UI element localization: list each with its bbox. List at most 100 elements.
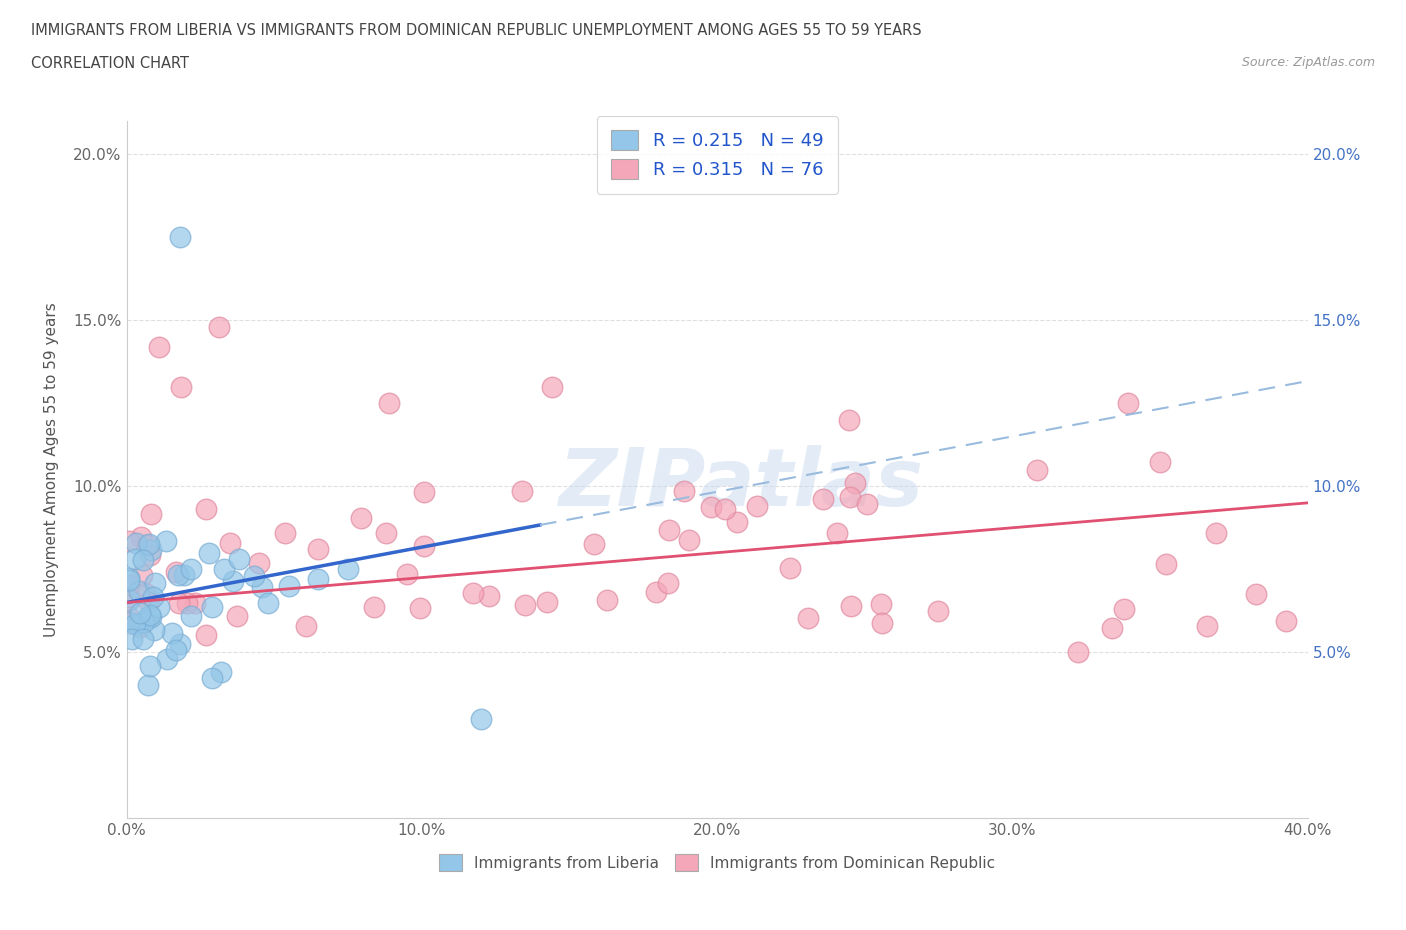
Point — [1112, 602, 1135, 617]
Point — [118, 534, 141, 549]
Legend: Immigrants from Liberia, Immigrants from Dominican Republic: Immigrants from Liberia, Immigrants from… — [433, 848, 1001, 877]
Point — [129, 529, 152, 544]
Text: IMMIGRANTS FROM LIBERIA VS IMMIGRANTS FROM DOMINICAN REPUBLIC UNEMPLOYMENT AMONG: IMMIGRANTS FROM LIBERIA VS IMMIGRANTS FR… — [31, 23, 921, 38]
Point — [132, 615, 155, 630]
Point — [378, 396, 401, 411]
Point — [295, 618, 318, 633]
Point — [700, 499, 723, 514]
Point — [657, 576, 679, 591]
Point — [166, 565, 188, 579]
Point — [142, 590, 165, 604]
Point — [139, 607, 162, 622]
Point — [148, 339, 170, 354]
Point — [165, 643, 187, 658]
Point — [672, 484, 695, 498]
Point — [1275, 614, 1298, 629]
Text: CORRELATION CHART: CORRELATION CHART — [31, 56, 188, 71]
Point — [658, 523, 681, 538]
Y-axis label: Unemployment Among Ages 55 to 59 years: Unemployment Among Ages 55 to 59 years — [45, 302, 59, 637]
Point — [337, 562, 360, 577]
Point — [118, 591, 141, 606]
Point — [257, 595, 280, 610]
Point — [124, 551, 146, 566]
Point — [395, 566, 418, 581]
Point — [813, 492, 835, 507]
Point — [118, 572, 141, 587]
Point — [118, 592, 141, 607]
Point — [1244, 587, 1267, 602]
Point — [141, 506, 163, 521]
Point — [128, 605, 150, 620]
Text: ZIPatlas: ZIPatlas — [558, 445, 924, 523]
Point — [148, 600, 170, 615]
Point — [138, 537, 160, 551]
Point — [513, 597, 536, 612]
Point — [128, 583, 150, 598]
Point — [838, 412, 860, 427]
Point — [136, 538, 159, 552]
Point — [198, 545, 221, 560]
Point — [180, 609, 202, 624]
Point — [796, 610, 818, 625]
Point — [167, 567, 190, 582]
Point — [413, 485, 436, 499]
Point — [160, 625, 183, 640]
Point — [141, 609, 163, 624]
Point — [194, 501, 217, 516]
Point — [169, 637, 191, 652]
Point — [142, 623, 165, 638]
Point — [219, 536, 242, 551]
Point — [1025, 462, 1047, 477]
Point — [169, 230, 191, 245]
Text: Source: ZipAtlas.com: Source: ZipAtlas.com — [1241, 56, 1375, 69]
Point — [350, 511, 373, 525]
Point — [725, 514, 748, 529]
Point — [176, 596, 198, 611]
Point — [463, 586, 485, 601]
Point — [124, 616, 146, 631]
Point — [307, 541, 329, 556]
Point — [118, 610, 141, 625]
Point — [1195, 618, 1218, 633]
Point — [745, 498, 768, 513]
Point — [478, 589, 501, 604]
Point — [1067, 644, 1090, 659]
Point — [540, 379, 562, 394]
Point — [121, 632, 143, 647]
Point — [128, 619, 150, 634]
Point — [136, 678, 159, 693]
Point — [583, 537, 606, 551]
Point — [250, 579, 273, 594]
Point — [127, 617, 149, 631]
Point — [644, 585, 666, 600]
Point — [195, 627, 218, 642]
Point — [169, 595, 191, 610]
Point — [678, 533, 700, 548]
Point — [363, 600, 385, 615]
Point — [136, 610, 159, 625]
Point — [225, 608, 247, 623]
Point — [779, 560, 801, 575]
Point — [228, 551, 250, 566]
Point — [155, 534, 177, 549]
Point — [536, 594, 558, 609]
Point — [183, 595, 205, 610]
Point — [374, 525, 396, 540]
Point — [1149, 455, 1171, 470]
Point — [1101, 620, 1123, 635]
Point — [1205, 525, 1227, 540]
Point — [870, 597, 893, 612]
Point — [209, 664, 232, 679]
Point — [138, 594, 160, 609]
Point — [247, 555, 270, 570]
Point — [838, 490, 860, 505]
Point — [1154, 556, 1177, 571]
Point — [131, 567, 153, 582]
Point — [170, 379, 193, 394]
Point — [870, 616, 893, 631]
Point — [278, 578, 301, 593]
Point — [274, 525, 297, 540]
Point — [118, 578, 141, 592]
Point — [409, 601, 432, 616]
Point — [156, 651, 179, 666]
